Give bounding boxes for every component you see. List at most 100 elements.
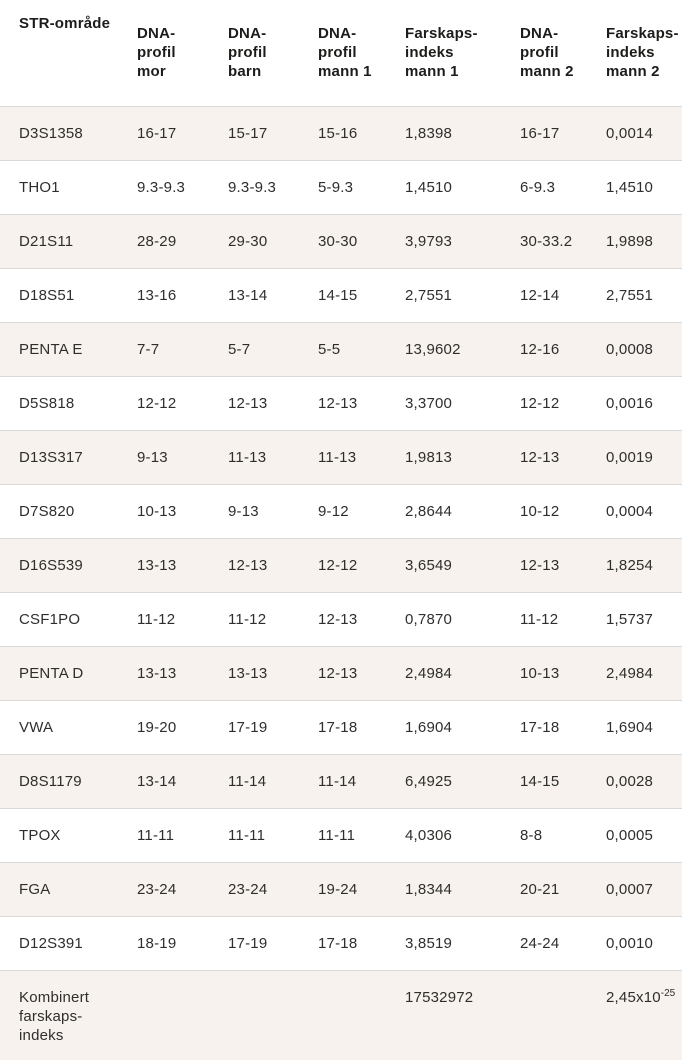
value-cell: 2,4984 bbox=[606, 664, 654, 682]
value-cell: 17-18 bbox=[520, 718, 560, 736]
value-cell: 1,4510 bbox=[405, 178, 453, 196]
value-cell: 18-19 bbox=[137, 934, 177, 952]
table-row: CSF1PO 11-12 11-12 12-13 0,7870 11-12 1,5737 bbox=[0, 592, 682, 646]
table-row: FGA 23-24 23-24 19-24 1,8344 20-21 0,0007 bbox=[0, 862, 682, 916]
value-cell: 13-14 bbox=[137, 772, 177, 790]
value-cell: 11-13 bbox=[318, 448, 357, 466]
value-cell: 23-24 bbox=[228, 880, 268, 898]
value-cell: 13-13 bbox=[137, 664, 177, 682]
table-row: D13S317 9-13 11-13 11-13 1,9813 12-13 0,0019 bbox=[0, 430, 682, 484]
table-row: VWA 19-20 17-19 17-18 1,6904 17-18 1,6904 bbox=[0, 700, 682, 754]
table-row: TPOX 11-11 11-11 11-11 4,0306 8-8 0,0005 bbox=[0, 808, 682, 862]
value-cell: 3,9793 bbox=[405, 232, 453, 250]
value-cell: 20-21 bbox=[520, 880, 560, 898]
value-cell: 5-5 bbox=[318, 340, 341, 358]
table-row: D5S818 12-12 12-13 12-13 3,3700 12-12 0,0016 bbox=[0, 376, 682, 430]
str-region-cell: D7S820 bbox=[19, 502, 75, 520]
value-cell: 1,9898 bbox=[606, 232, 654, 250]
value-cell: 23-24 bbox=[137, 880, 177, 898]
value-cell: 5-7 bbox=[228, 340, 251, 358]
value-cell: 1,8398 bbox=[405, 124, 453, 142]
value-cell: 9.3-9.3 bbox=[137, 178, 186, 196]
value-cell: 2,7551 bbox=[405, 286, 453, 304]
table-row: D8S1179 13-14 11-14 11-14 6,4925 14-15 0,0028 bbox=[0, 754, 682, 808]
value-cell: 16-17 bbox=[520, 124, 560, 142]
value-cell: 17-19 bbox=[228, 934, 268, 952]
table-row: D21S11 28-29 29-30 30-30 3,9793 30-33.2 1,9898 bbox=[0, 214, 682, 268]
value-cell: 10-13 bbox=[137, 502, 177, 520]
value-cell: 11-12 bbox=[520, 610, 559, 628]
empty-cell bbox=[520, 970, 606, 1060]
str-region-cell: D21S11 bbox=[19, 232, 74, 250]
column-header-str-omrade: STR-område bbox=[19, 15, 111, 32]
value-cell: 12-13 bbox=[520, 448, 560, 466]
value-cell: 24-24 bbox=[520, 934, 560, 952]
column-header-dna-profil-barn: DNA- profil barn bbox=[228, 25, 267, 81]
value-cell: 15-17 bbox=[228, 124, 268, 142]
value-cell: 6-9.3 bbox=[520, 178, 556, 196]
table-row: THO1 9.3-9.3 9.3-9.3 5-9.3 1,4510 6-9.3 1,4510 bbox=[0, 160, 682, 214]
table-row: D3S1358 16-17 15-17 15-16 1,8398 16-17 0,0014 bbox=[0, 106, 682, 160]
value-cell: 1,8344 bbox=[405, 880, 453, 898]
value-cell: 11-13 bbox=[228, 448, 267, 466]
column-header-dna-profil-mann-2: DNA- profil mann 2 bbox=[520, 25, 574, 81]
summary-label: Kombinert farskaps- indeks bbox=[19, 988, 90, 1044]
value-cell: 19-24 bbox=[318, 880, 358, 898]
column-header-dna-profil-mor: DNA- profil mor bbox=[137, 25, 176, 81]
str-region-cell: D5S818 bbox=[19, 394, 75, 412]
value-cell: 13-13 bbox=[228, 664, 268, 682]
str-region-cell: D3S1358 bbox=[19, 124, 83, 142]
value-cell: 1,6904 bbox=[606, 718, 654, 736]
value-cell: 2,4984 bbox=[405, 664, 453, 682]
str-region-cell: PENTA E bbox=[19, 340, 83, 358]
value-cell: 12-12 bbox=[318, 556, 358, 574]
value-cell: 0,0019 bbox=[606, 448, 654, 466]
value-cell: 12-13 bbox=[318, 394, 358, 412]
value-cell: 0,0010 bbox=[606, 934, 654, 952]
value-cell: 13,9602 bbox=[405, 340, 461, 358]
value-cell: 12-13 bbox=[520, 556, 560, 574]
str-region-cell: D16S539 bbox=[19, 556, 83, 574]
table-row: D18S51 13-16 13-14 14-15 2,7551 12-14 2,7551 bbox=[0, 268, 682, 322]
combined-index-mann-2-base: 2,45x10 bbox=[606, 988, 661, 1006]
value-cell: 19-20 bbox=[137, 718, 177, 736]
value-cell: 28-29 bbox=[137, 232, 177, 250]
str-region-cell: D18S51 bbox=[19, 286, 75, 304]
table-header-row: STR-område DNA- profil mor DNA- profil b… bbox=[0, 0, 682, 106]
value-cell: 11-14 bbox=[228, 772, 267, 790]
value-cell: 2,8644 bbox=[405, 502, 453, 520]
value-cell: 15-16 bbox=[318, 124, 358, 142]
empty-cell bbox=[318, 970, 405, 1060]
value-cell: 1,9813 bbox=[405, 448, 453, 466]
value-cell: 13-14 bbox=[228, 286, 268, 304]
str-region-cell: FGA bbox=[19, 880, 51, 898]
value-cell: 10-12 bbox=[520, 502, 560, 520]
combined-index-mann-1: 17532972 bbox=[405, 988, 474, 1006]
value-cell: 0,0008 bbox=[606, 340, 654, 358]
empty-cell bbox=[228, 970, 318, 1060]
value-cell: 3,8519 bbox=[405, 934, 453, 952]
value-cell: 30-30 bbox=[318, 232, 358, 250]
value-cell: 1,4510 bbox=[606, 178, 654, 196]
value-cell: 13-16 bbox=[137, 286, 177, 304]
value-cell: 13-13 bbox=[137, 556, 177, 574]
table-row: D7S820 10-13 9-13 9-12 2,8644 10-12 0,0004 bbox=[0, 484, 682, 538]
str-region-cell: PENTA D bbox=[19, 664, 84, 682]
column-header-farskapsindeks-mann-2: Farskaps- indeks mann 2 bbox=[606, 25, 679, 81]
combined-index-mann-2: 2,45x10-25 bbox=[606, 970, 682, 1060]
value-cell: 12-13 bbox=[318, 664, 358, 682]
value-cell: 0,0014 bbox=[606, 124, 654, 142]
value-cell: 9.3-9.3 bbox=[228, 178, 277, 196]
value-cell: 0,0004 bbox=[606, 502, 654, 520]
table-row: PENTA E 7-7 5-7 5-5 13,9602 12-16 0,0008 bbox=[0, 322, 682, 376]
str-region-cell: THO1 bbox=[19, 178, 60, 196]
value-cell: 17-18 bbox=[318, 718, 358, 736]
value-cell: 3,3700 bbox=[405, 394, 453, 412]
value-cell: 12-16 bbox=[520, 340, 560, 358]
table-row: D16S539 13-13 12-13 12-12 3,6549 12-13 1,8254 bbox=[0, 538, 682, 592]
value-cell: 11-11 bbox=[137, 826, 175, 844]
table-row: D12S391 18-19 17-19 17-18 3,8519 24-24 0,0010 bbox=[0, 916, 682, 970]
str-region-cell: CSF1PO bbox=[19, 610, 81, 628]
value-cell: 7-7 bbox=[137, 340, 160, 358]
